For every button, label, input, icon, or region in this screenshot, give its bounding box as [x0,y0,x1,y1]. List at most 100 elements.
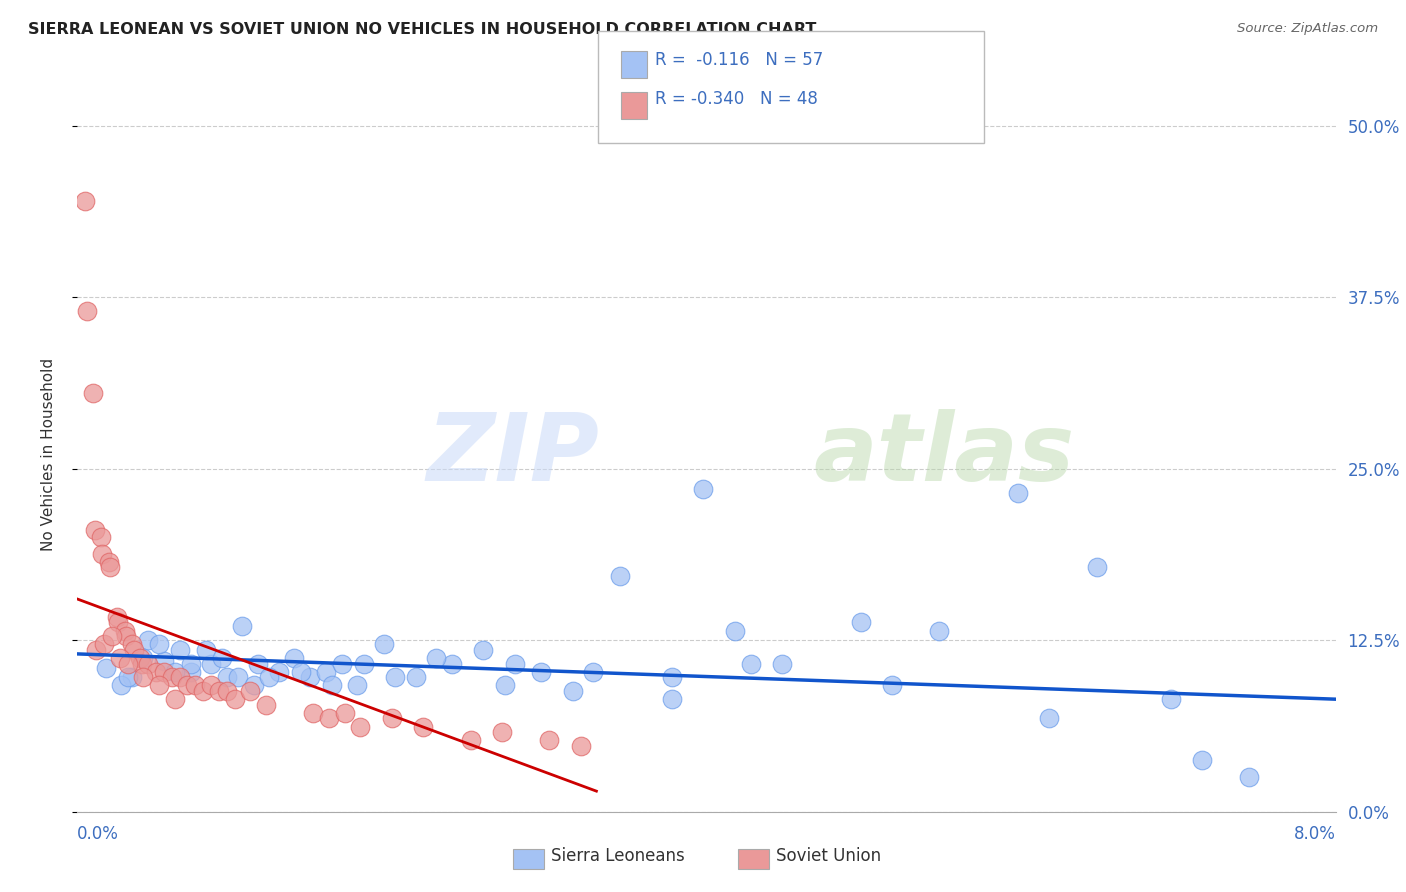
Point [148,637,170,651]
Point [333,706,356,720]
Point [472,642,495,657]
Text: R = -0.340   N = 48: R = -0.340 N = 48 [655,90,818,108]
Point [121,670,143,684]
Point [1085,560,1108,574]
Text: 8.0%: 8.0% [1294,825,1336,843]
Point [299,670,322,684]
Y-axis label: No Vehicles in Household: No Vehicles in Household [42,359,56,551]
Point [84,642,107,657]
Point [318,711,340,725]
Point [569,739,592,753]
Point [661,670,683,684]
Point [184,678,207,692]
Point [76,303,98,318]
Point [1160,692,1182,706]
Point [90,530,112,544]
Point [160,670,183,684]
Point [215,684,238,698]
Point [200,678,222,692]
Point [346,678,368,692]
Point [98,560,121,574]
Point [349,720,371,734]
Point [105,610,128,624]
Point [381,711,404,725]
Point [82,386,104,401]
Point [405,670,427,684]
Point [582,665,605,679]
Point [928,624,950,638]
Point [114,624,136,638]
Point [122,642,145,657]
Point [330,657,353,671]
Point [180,665,202,679]
Point [538,733,561,747]
Point [254,698,277,712]
Point [661,692,683,706]
Point [315,665,337,679]
Point [849,615,872,630]
Point [148,678,170,692]
Point [110,678,132,692]
Point [136,633,159,648]
Point [211,651,233,665]
Point [107,615,129,630]
Point [267,665,290,679]
Text: SIERRA LEONEAN VS SOVIET UNION NO VEHICLES IN HOUSEHOLD CORRELATION CHART: SIERRA LEONEAN VS SOVIET UNION NO VEHICL… [28,22,817,37]
Point [145,665,167,679]
Point [321,678,343,692]
Point [195,642,218,657]
Point [108,651,131,665]
Point [460,733,482,747]
Point [239,684,262,698]
Point [740,657,762,671]
Point [226,670,249,684]
Point [882,678,904,692]
Point [169,642,191,657]
Point [180,657,202,671]
Point [91,547,114,561]
Point [530,665,553,679]
Point [153,654,176,668]
Point [75,194,97,208]
Point [724,624,747,638]
Point [440,657,463,671]
Point [770,657,793,671]
Point [302,706,325,720]
Point [117,657,139,671]
Point [129,651,152,665]
Point [373,637,395,651]
Point [132,670,155,684]
Point [83,524,105,538]
Point [97,555,120,569]
Point [224,692,246,706]
Point [257,670,280,684]
Text: Sierra Leoneans: Sierra Leoneans [551,847,685,865]
Point [191,684,215,698]
Point [121,637,143,651]
Point [93,637,115,651]
Point [247,657,270,671]
Text: ZIP: ZIP [426,409,599,501]
Point [94,660,117,674]
Text: R =  -0.116   N = 57: R = -0.116 N = 57 [655,51,824,69]
Point [163,692,186,706]
Point [131,657,153,671]
Text: atlas: atlas [814,409,1074,501]
Point [163,665,186,679]
Text: Soviet Union: Soviet Union [776,847,882,865]
Point [692,482,714,496]
Point [491,725,513,739]
Point [1191,753,1213,767]
Point [503,657,526,671]
Point [231,619,253,633]
Point [425,651,447,665]
Point [153,665,176,679]
Text: Source: ZipAtlas.com: Source: ZipAtlas.com [1237,22,1378,36]
Point [208,684,231,698]
Point [132,651,155,665]
Point [609,568,631,582]
Point [353,657,375,671]
Point [176,678,198,692]
Point [412,720,434,734]
Point [101,629,124,643]
